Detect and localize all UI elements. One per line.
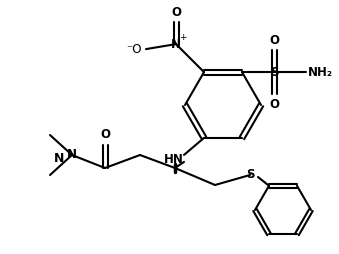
Text: +: + xyxy=(179,33,187,42)
Text: O: O xyxy=(100,129,110,141)
Text: O: O xyxy=(171,6,181,19)
Text: ⁻O: ⁻O xyxy=(126,43,142,56)
Text: N: N xyxy=(54,152,64,166)
Text: N: N xyxy=(67,149,77,162)
Text: NH₂: NH₂ xyxy=(307,66,333,78)
Text: O: O xyxy=(269,34,279,46)
Text: HN: HN xyxy=(164,153,184,166)
Text: S: S xyxy=(270,66,278,78)
Text: O: O xyxy=(269,98,279,110)
Text: N: N xyxy=(171,38,181,51)
Text: S: S xyxy=(246,168,254,182)
